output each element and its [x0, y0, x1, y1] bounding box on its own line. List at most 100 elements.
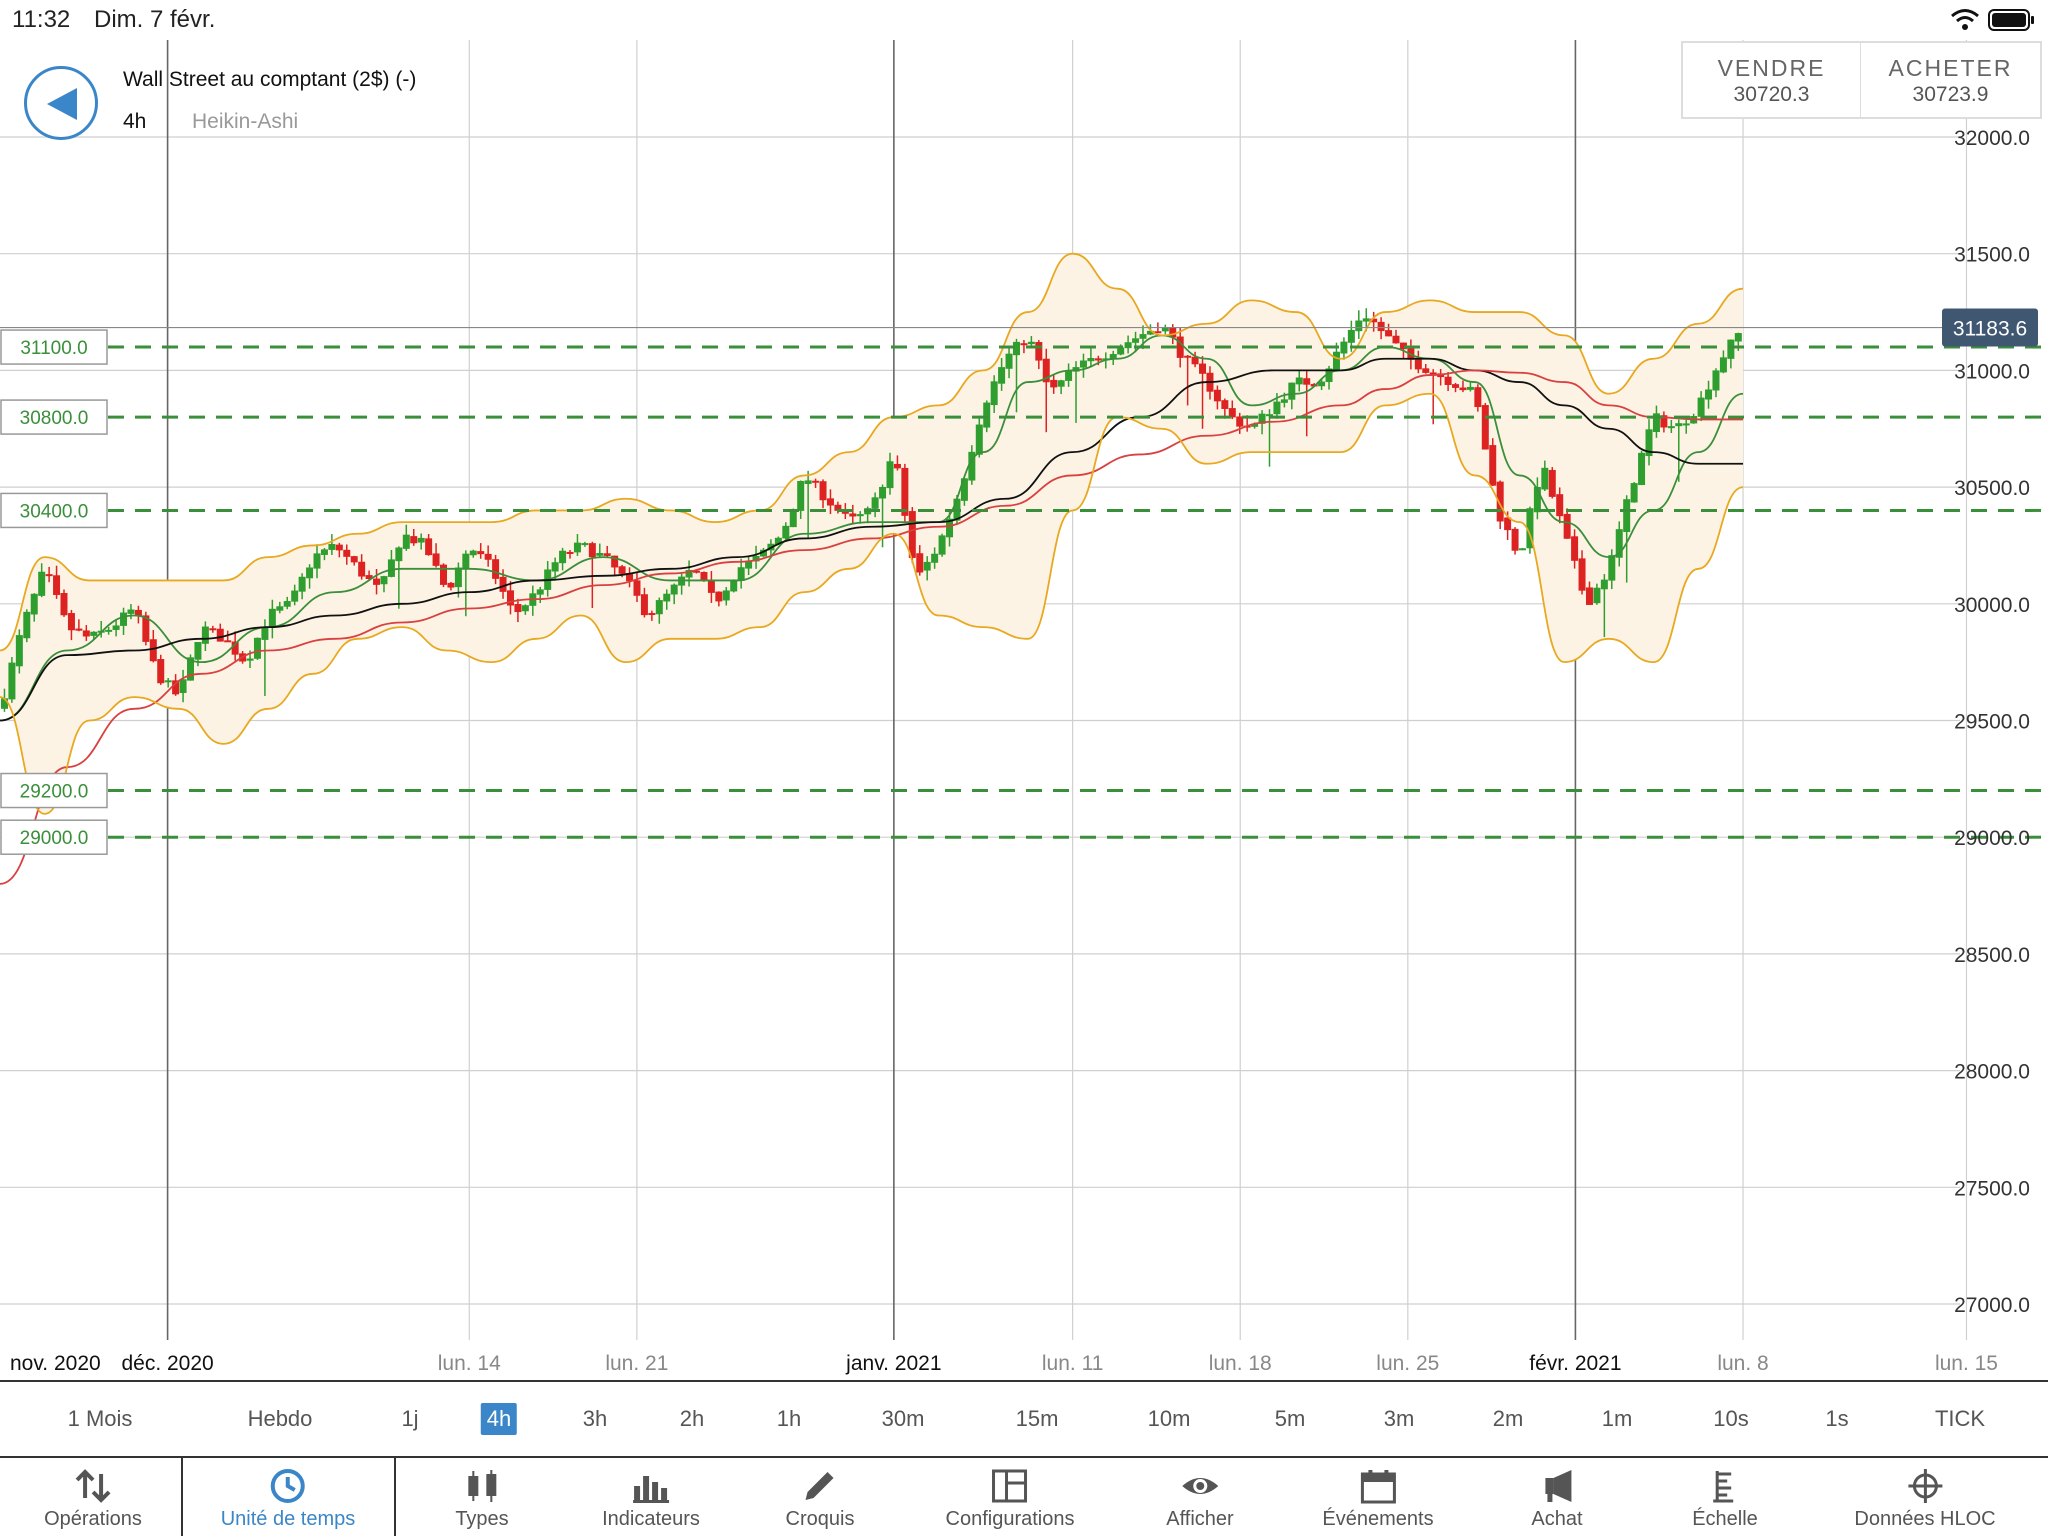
candle-down [1191, 356, 1199, 365]
price-level-box[interactable] [0, 329, 108, 365]
candle-up [879, 486, 887, 499]
buy-button[interactable]: ACHETER 30723.9 [1861, 41, 2042, 119]
tool-calendar[interactable]: Événements [1322, 1458, 1434, 1538]
back-button[interactable] [24, 66, 98, 140]
timeframe-3h[interactable]: 3h [582, 1406, 608, 1431]
candle-down [343, 549, 351, 557]
candle-down [67, 613, 75, 631]
y-tick-label: 28500.0 [1954, 944, 2030, 967]
timeframe-hebdo[interactable]: Hebdo [247, 1406, 313, 1431]
candle-down [1094, 358, 1102, 361]
candle-up [1667, 426, 1675, 429]
candle-down [447, 582, 455, 588]
timeframe-10s[interactable]: 10s [1713, 1406, 1749, 1431]
tool-pencil[interactable]: Croquis [786, 1458, 854, 1538]
y-tick-label: 29500.0 [1954, 711, 2030, 734]
price-level-label: 30400.0 [20, 501, 89, 522]
x-axis-label: lun. 25 [1376, 1352, 1439, 1375]
price-level-label: 29200.0 [20, 782, 89, 803]
candle-down [358, 561, 366, 577]
candle-up [1139, 334, 1147, 339]
candle-up [1697, 397, 1705, 417]
timeframe-bar: 1 Mois Hebdo 1j 4h 3h 2h 1h 30m 15m 10m 5m 3m 2m 1m 10… [0, 1380, 2048, 1458]
tool-megaphone[interactable]: Achat [1531, 1458, 1583, 1538]
candle-up [804, 480, 812, 484]
tool-crosshair[interactable]: Données HLOC [1854, 1458, 1996, 1538]
timeframe-1m[interactable]: 1m [1601, 1406, 1633, 1431]
candle-up [1332, 351, 1340, 370]
tool-candlestick[interactable]: Types [455, 1458, 509, 1538]
timeframe-1h[interactable]: 1h [776, 1406, 802, 1431]
candle-up [536, 589, 544, 595]
sell-label: VENDRE [1717, 55, 1826, 81]
crosshair-icon [1908, 1469, 1942, 1503]
timeframe-2m[interactable]: 2m [1492, 1406, 1524, 1431]
tool-label: Indicateurs [602, 1508, 700, 1530]
timeframe-1j[interactable]: 1j [401, 1406, 419, 1431]
candle-up [268, 608, 276, 628]
x-axis-label: lun. 18 [1209, 1352, 1272, 1375]
timeframe-5m[interactable]: 5m [1274, 1406, 1306, 1431]
price-level-box[interactable] [0, 399, 108, 435]
price-level-label: 29000.0 [20, 828, 89, 849]
bottom-toolbar: Opérations Unité de temps Types Indicateurs… [0, 1456, 2048, 1538]
candle-up [789, 509, 797, 528]
timeframe-1-mois[interactable]: 1 Mois [67, 1406, 133, 1431]
status-bar: 11:32 Dim. 7 févr. [0, 0, 2048, 40]
candle-up [983, 402, 991, 428]
candle-down [335, 544, 343, 551]
candle-up [276, 606, 284, 611]
candle-down [425, 538, 433, 556]
timeframe-tick[interactable]: TICK [1934, 1406, 1986, 1431]
indicator-sma-mid [0, 357, 1744, 722]
candle-down [603, 553, 611, 556]
current-price-tag [1942, 308, 2038, 347]
candle-down [893, 463, 901, 469]
candle-down [216, 628, 224, 642]
x-axis-label: lun. 21 [605, 1352, 668, 1375]
candle-up [1057, 380, 1065, 387]
buy-price: 30723.9 [1912, 83, 1989, 106]
candle-down [432, 553, 440, 566]
timeframe-3m[interactable]: 3m [1383, 1406, 1415, 1431]
tool-bar-chart[interactable]: Indicateurs [602, 1458, 700, 1538]
tool-scale[interactable]: Échelle [1692, 1458, 1758, 1538]
candle-up [90, 631, 98, 636]
tool-swap-arrows[interactable]: Opérations [44, 1458, 142, 1538]
timeframe-15m[interactable]: 15m [1015, 1406, 1059, 1431]
timeframe-10m[interactable]: 10m [1147, 1406, 1191, 1431]
timeframe-1s[interactable]: 1s [1825, 1406, 1849, 1431]
candle-up [127, 609, 135, 614]
candle-up [1117, 347, 1125, 355]
indicator-sma-slow [0, 369, 1744, 885]
candle-down [588, 543, 596, 558]
back-arrow-icon [47, 88, 77, 120]
timeframe-30m[interactable]: 30m [881, 1406, 925, 1431]
x-label-bg [1515, 1346, 1636, 1376]
candle-up [573, 542, 581, 553]
timeframe-2h[interactable]: 2h [679, 1406, 705, 1431]
candle-up [1719, 357, 1727, 373]
candle-up [0, 698, 8, 709]
sell-button[interactable]: VENDRE 30720.3 [1681, 41, 1862, 119]
candle-down [440, 564, 448, 585]
price-level-box[interactable] [0, 772, 108, 809]
candle-down [812, 480, 820, 483]
candle-down [1563, 513, 1571, 539]
price-chart[interactable]: 31100.0 30800.0 30400.0 29200.0 29000.0 31183… [0, 0, 2048, 1380]
candle-up [1541, 467, 1549, 490]
candle-up [938, 535, 946, 555]
candle-down [1496, 481, 1504, 522]
tool-clock[interactable]: Unité de temps [221, 1458, 355, 1538]
candle-up [246, 658, 254, 661]
tool-layout[interactable]: Configurations [946, 1458, 1074, 1538]
candle-up [402, 534, 410, 549]
candle-up [1087, 358, 1095, 362]
candle-down [1377, 321, 1385, 332]
price-level-box[interactable] [0, 819, 108, 855]
timeframe-4h[interactable]: 4h [480, 1403, 518, 1435]
scale-icon [1712, 1471, 1733, 1503]
tool-eye[interactable]: Afficher [1166, 1458, 1234, 1538]
candle-down [373, 578, 381, 585]
price-level-box[interactable] [0, 492, 108, 529]
